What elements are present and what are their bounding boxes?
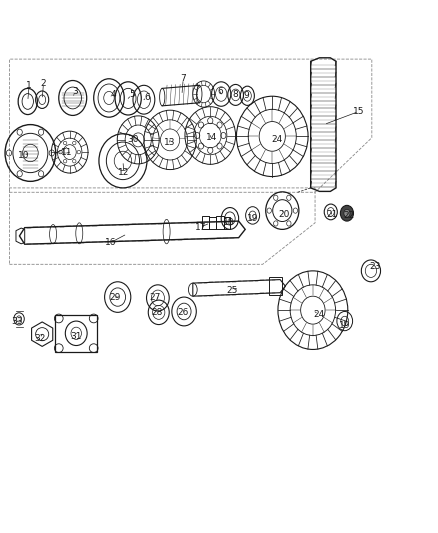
Text: 6: 6 — [144, 93, 150, 102]
Text: 11: 11 — [61, 149, 73, 157]
Ellipse shape — [340, 205, 353, 221]
Text: 9: 9 — [244, 91, 249, 100]
Text: 19: 19 — [339, 321, 350, 330]
Text: 2: 2 — [41, 79, 46, 87]
Text: 20: 20 — [278, 209, 290, 219]
Text: 31: 31 — [70, 332, 81, 341]
Text: 21: 21 — [326, 209, 337, 219]
Text: 10: 10 — [18, 151, 29, 160]
Text: 14: 14 — [205, 133, 217, 142]
Text: 32: 32 — [34, 334, 46, 343]
Text: 29: 29 — [110, 293, 121, 302]
Text: 3: 3 — [72, 87, 78, 96]
Text: 13: 13 — [164, 138, 175, 147]
Text: 24: 24 — [313, 310, 324, 319]
Text: 5: 5 — [129, 91, 134, 100]
Text: 19: 19 — [247, 214, 259, 223]
Text: 15: 15 — [353, 107, 364, 116]
Text: 8: 8 — [232, 90, 238, 99]
Text: 4: 4 — [110, 90, 116, 99]
Text: 1: 1 — [26, 81, 32, 90]
Ellipse shape — [344, 209, 350, 217]
Text: 24: 24 — [271, 135, 282, 144]
Text: 22: 22 — [343, 211, 355, 220]
Text: 18: 18 — [223, 219, 235, 228]
Text: 27: 27 — [149, 293, 160, 302]
Text: 25: 25 — [226, 286, 238, 295]
Text: 28: 28 — [151, 308, 162, 317]
Text: 7: 7 — [180, 74, 186, 83]
Text: 17: 17 — [195, 223, 206, 232]
Text: 23: 23 — [370, 262, 381, 271]
Text: 33: 33 — [11, 317, 23, 326]
Text: 16: 16 — [105, 238, 117, 247]
Text: 26: 26 — [177, 308, 189, 317]
Text: 6: 6 — [217, 87, 223, 96]
Text: 30: 30 — [127, 135, 138, 144]
FancyBboxPatch shape — [269, 277, 283, 295]
Text: 12: 12 — [118, 168, 130, 177]
